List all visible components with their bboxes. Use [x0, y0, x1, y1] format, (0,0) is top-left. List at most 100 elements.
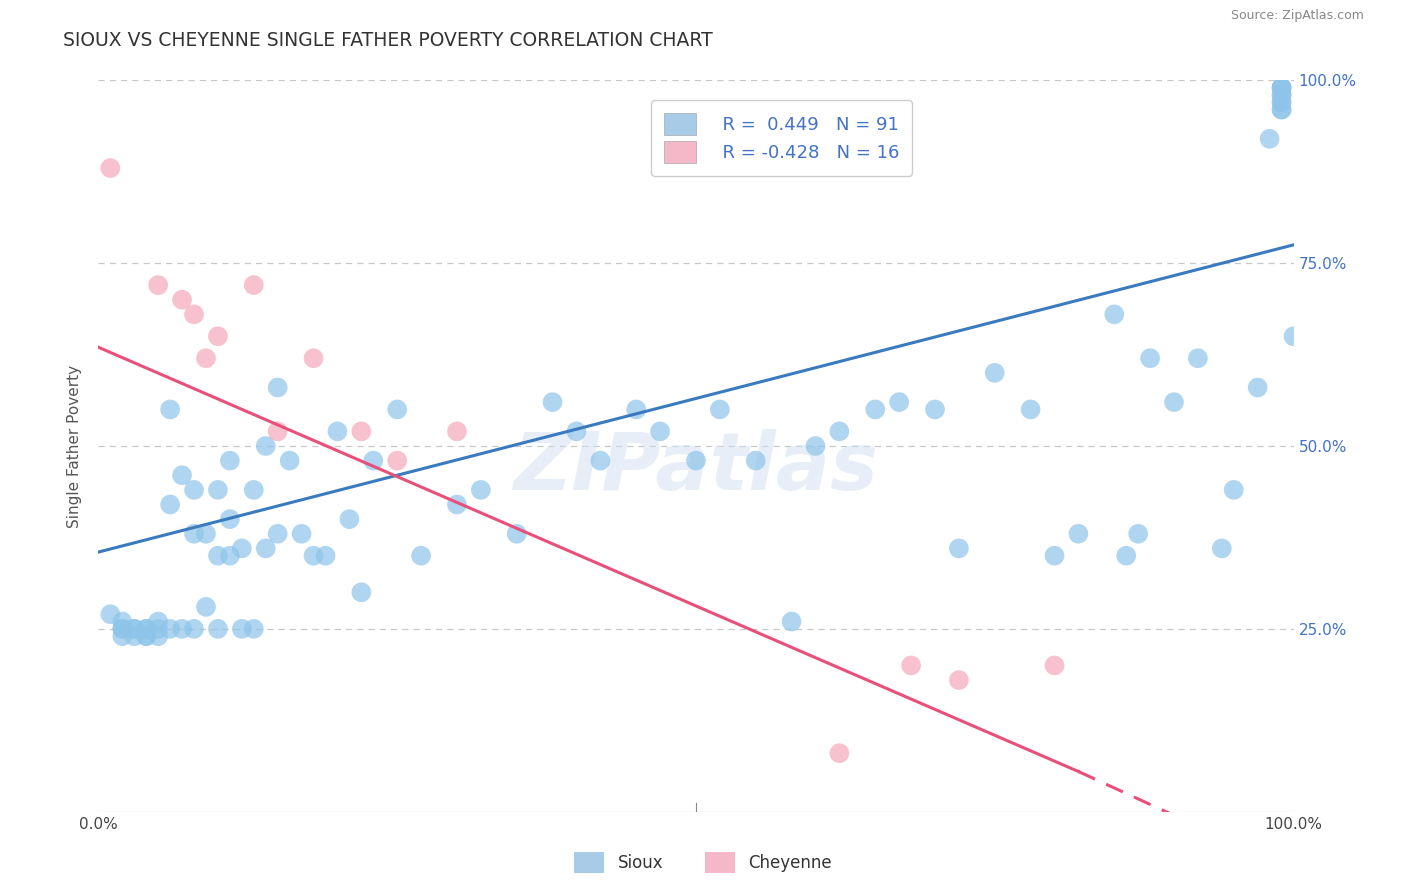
Point — [1271, 80, 1294, 95]
Point — [446, 425, 468, 439]
Point — [984, 366, 1007, 380]
Point — [745, 453, 768, 467]
Point — [148, 622, 170, 636]
Text: ZIPatlas: ZIPatlas — [513, 429, 879, 507]
Point — [948, 541, 970, 556]
Point — [148, 615, 170, 629]
Point — [207, 483, 229, 497]
Point — [135, 622, 157, 636]
Point — [828, 746, 851, 760]
Point — [124, 622, 146, 636]
Point — [626, 402, 648, 417]
Point — [267, 526, 290, 541]
Point — [1019, 402, 1042, 417]
Point — [159, 402, 181, 417]
Point — [470, 483, 492, 497]
Point — [1258, 132, 1281, 146]
Point — [135, 622, 157, 636]
Point — [195, 526, 218, 541]
Point — [1271, 95, 1294, 110]
Point — [267, 380, 290, 394]
Point — [411, 549, 433, 563]
Point — [195, 599, 218, 614]
Point — [1187, 351, 1209, 366]
Point — [900, 658, 922, 673]
Point — [326, 425, 349, 439]
Point — [1271, 95, 1294, 110]
Point — [148, 278, 170, 293]
Point — [183, 622, 205, 636]
Point — [1282, 329, 1305, 343]
Point — [1271, 87, 1294, 102]
Point — [1139, 351, 1161, 366]
Point — [302, 549, 325, 563]
Point — [865, 402, 887, 417]
Point — [804, 439, 827, 453]
Point — [1211, 541, 1233, 556]
Point — [183, 526, 205, 541]
Point — [589, 453, 612, 467]
Point — [889, 395, 911, 409]
Point — [135, 629, 157, 643]
Point — [339, 512, 361, 526]
Point — [1163, 395, 1185, 409]
Point — [363, 453, 385, 467]
Legend: Sioux, Cheyenne: Sioux, Cheyenne — [568, 846, 838, 880]
Point — [254, 541, 277, 556]
Point — [124, 622, 146, 636]
Point — [98, 607, 122, 622]
Point — [172, 293, 194, 307]
Point — [565, 425, 588, 439]
Point — [1223, 483, 1246, 497]
Y-axis label: Single Father Poverty: Single Father Poverty — [67, 365, 83, 527]
Point — [135, 629, 157, 643]
Point — [243, 483, 266, 497]
Point — [1104, 307, 1126, 321]
Point — [207, 329, 229, 343]
Point — [195, 351, 218, 366]
Point — [948, 673, 970, 687]
Point — [315, 549, 337, 563]
Point — [231, 541, 253, 556]
Point — [350, 425, 373, 439]
Point — [207, 622, 229, 636]
Point — [446, 498, 468, 512]
Point — [98, 161, 122, 175]
Point — [1271, 80, 1294, 95]
Point — [709, 402, 731, 417]
Legend:   R =  0.449   N = 91,   R = -0.428   N = 16: R = 0.449 N = 91, R = -0.428 N = 16 — [651, 100, 912, 176]
Point — [219, 512, 242, 526]
Point — [1271, 87, 1294, 102]
Point — [924, 402, 946, 417]
Point — [1043, 658, 1066, 673]
Point — [648, 425, 672, 439]
Point — [231, 622, 253, 636]
Point — [183, 307, 205, 321]
Point — [541, 395, 564, 409]
Point — [1115, 549, 1137, 563]
Point — [172, 468, 194, 483]
Point — [111, 622, 134, 636]
Point — [159, 622, 181, 636]
Point — [207, 549, 229, 563]
Point — [828, 425, 851, 439]
Point — [685, 453, 707, 467]
Point — [1043, 549, 1066, 563]
Point — [172, 622, 194, 636]
Text: SIOUX VS CHEYENNE SINGLE FATHER POVERTY CORRELATION CHART: SIOUX VS CHEYENNE SINGLE FATHER POVERTY … — [63, 31, 713, 50]
Point — [124, 629, 146, 643]
Point — [385, 453, 409, 467]
Point — [219, 453, 242, 467]
Point — [291, 526, 314, 541]
Point — [1128, 526, 1150, 541]
Point — [302, 351, 325, 366]
Text: Source: ZipAtlas.com: Source: ZipAtlas.com — [1230, 9, 1364, 22]
Point — [148, 629, 170, 643]
Point — [219, 549, 242, 563]
Point — [385, 402, 409, 417]
Point — [1271, 103, 1294, 117]
Point — [1271, 80, 1294, 95]
Point — [111, 629, 134, 643]
Point — [111, 615, 134, 629]
Point — [159, 498, 181, 512]
